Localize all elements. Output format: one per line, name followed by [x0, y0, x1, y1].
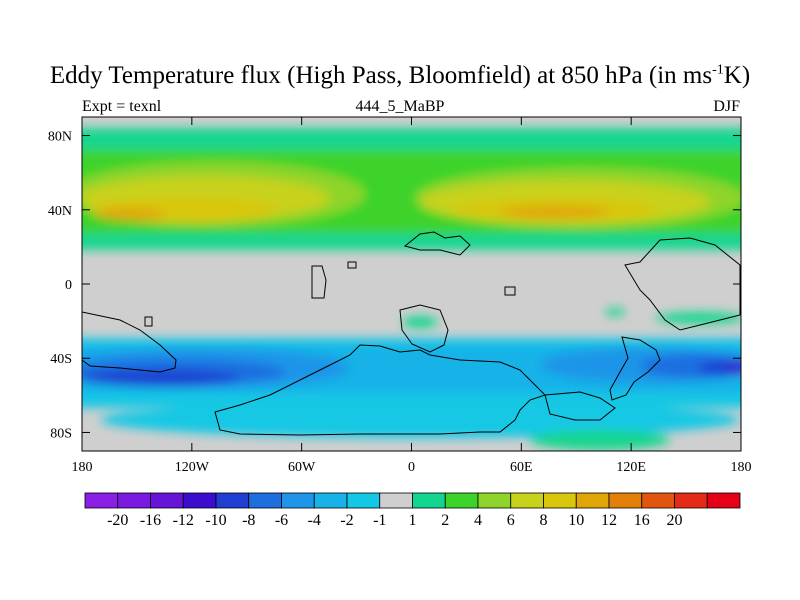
- colorbar-label: -10: [205, 512, 226, 529]
- africa-outline: [403, 231, 471, 256]
- sh-subtropical-patch: [402, 316, 438, 328]
- south-america-outline: [399, 304, 449, 353]
- colorbar: -20 -16 -12 -10 -8 -6 -4 -2 -1 1 2 4 6 8 10 12 16 20: [84, 492, 741, 529]
- x-tick-label: 120W: [175, 460, 210, 475]
- y-tick-label: 40S: [50, 352, 72, 367]
- chart-title: Eddy Temperature flux (High Pass, Bloomf…: [0, 62, 800, 90]
- colorbar-swatch: [510, 492, 544, 509]
- colorbar-label: -16: [140, 512, 161, 529]
- title-suffix: K): [723, 62, 751, 89]
- x-tick-label: 180: [72, 460, 93, 475]
- colorbar-label: -6: [275, 512, 288, 529]
- sh-pacific-deep-blue: [82, 370, 240, 386]
- colorbar-label: -1: [373, 512, 386, 529]
- colorbar-swatch: [379, 492, 413, 509]
- indonesia-outline: [504, 286, 516, 296]
- y-tick-label: 80N: [48, 130, 72, 145]
- y-axis: 80N 40N 0 40S 80S: [48, 130, 741, 441]
- small-island-outline-2: [347, 261, 357, 269]
- antarctica-outline: [214, 344, 546, 436]
- sh-west-patch: [605, 308, 625, 316]
- x-tick-label: 60W: [288, 460, 316, 475]
- colorbar-label: 20: [667, 512, 683, 529]
- title-main: Eddy Temperature flux (High Pass, Bloomf…: [49, 62, 713, 89]
- colorbar-swatch: [281, 492, 315, 509]
- season-label: DJF: [713, 98, 740, 115]
- x-axis: 180 120W 60W 0 60E 120E 180: [72, 117, 752, 475]
- north-america-outline: [81, 311, 177, 373]
- colorbar-swatch: [477, 492, 512, 509]
- colorbar-swatch: [215, 492, 250, 509]
- colorbar-label: 8: [540, 512, 548, 529]
- colorbar-swatch: [706, 492, 741, 509]
- colorbar-label: -4: [308, 512, 321, 529]
- colorbar-swatch: [182, 492, 217, 509]
- colorbar-label: 6: [507, 512, 515, 529]
- small-island-outline: [144, 316, 153, 327]
- colorbar-swatch: [248, 492, 282, 509]
- y-tick-label: 80S: [50, 426, 72, 441]
- sh-indian-patch: [655, 312, 741, 324]
- colorbar-swatch: [84, 492, 119, 509]
- y-tick-label: 0: [65, 278, 72, 293]
- australia-outline: [544, 391, 616, 421]
- nh-pacific-orange: [95, 208, 165, 220]
- pacific-islands-outline: [311, 265, 327, 299]
- eurasia-outline: [624, 237, 741, 331]
- colorbar-swatch: [641, 492, 675, 509]
- colorbar-label: 2: [441, 512, 449, 529]
- x-tick-label: 120E: [616, 460, 646, 475]
- colorbar-label: -12: [173, 512, 194, 529]
- x-tick-label: 60E: [510, 460, 533, 475]
- maritime-outline: [609, 336, 661, 401]
- x-tick-label: 180: [731, 460, 752, 475]
- sh-indian-core: [724, 365, 741, 373]
- colorbar-swatch: [412, 492, 446, 509]
- colorbar-swatch: [346, 492, 381, 509]
- colorbar-swatch: [444, 492, 479, 509]
- contour-field: [82, 117, 741, 451]
- colorbar-swatch: [150, 492, 184, 509]
- colorbar-label: -2: [340, 512, 353, 529]
- colorbar-swatch: [674, 492, 708, 509]
- colorbar-swatch: [575, 492, 610, 509]
- coastlines: [81, 231, 741, 436]
- x-tick-label: 0: [408, 460, 415, 475]
- run-label: 444_5_MaBP: [355, 98, 445, 115]
- colorbar-label: -20: [107, 512, 128, 529]
- colorbar-label: 10: [568, 512, 584, 529]
- sh-antarctic-patch: [530, 430, 670, 450]
- colorbar-label: -8: [242, 512, 255, 529]
- y-tick-label: 40N: [48, 204, 72, 219]
- colorbar-label: 16: [634, 512, 650, 529]
- nh-eurasia-orange: [500, 206, 610, 218]
- sh-polar-fringe: [100, 402, 740, 438]
- colorbar-label: 12: [601, 512, 617, 529]
- colorbar-swatch: [608, 492, 643, 509]
- colorbar-swatch: [543, 492, 577, 509]
- colorbar-swatch: [117, 492, 151, 509]
- colorbar-label: 4: [474, 512, 482, 529]
- title-superscript: -1: [712, 62, 724, 78]
- experiment-label: Expt = texnl: [82, 98, 162, 115]
- colorbar-label: 1: [409, 512, 417, 529]
- colorbar-swatch: [313, 492, 348, 509]
